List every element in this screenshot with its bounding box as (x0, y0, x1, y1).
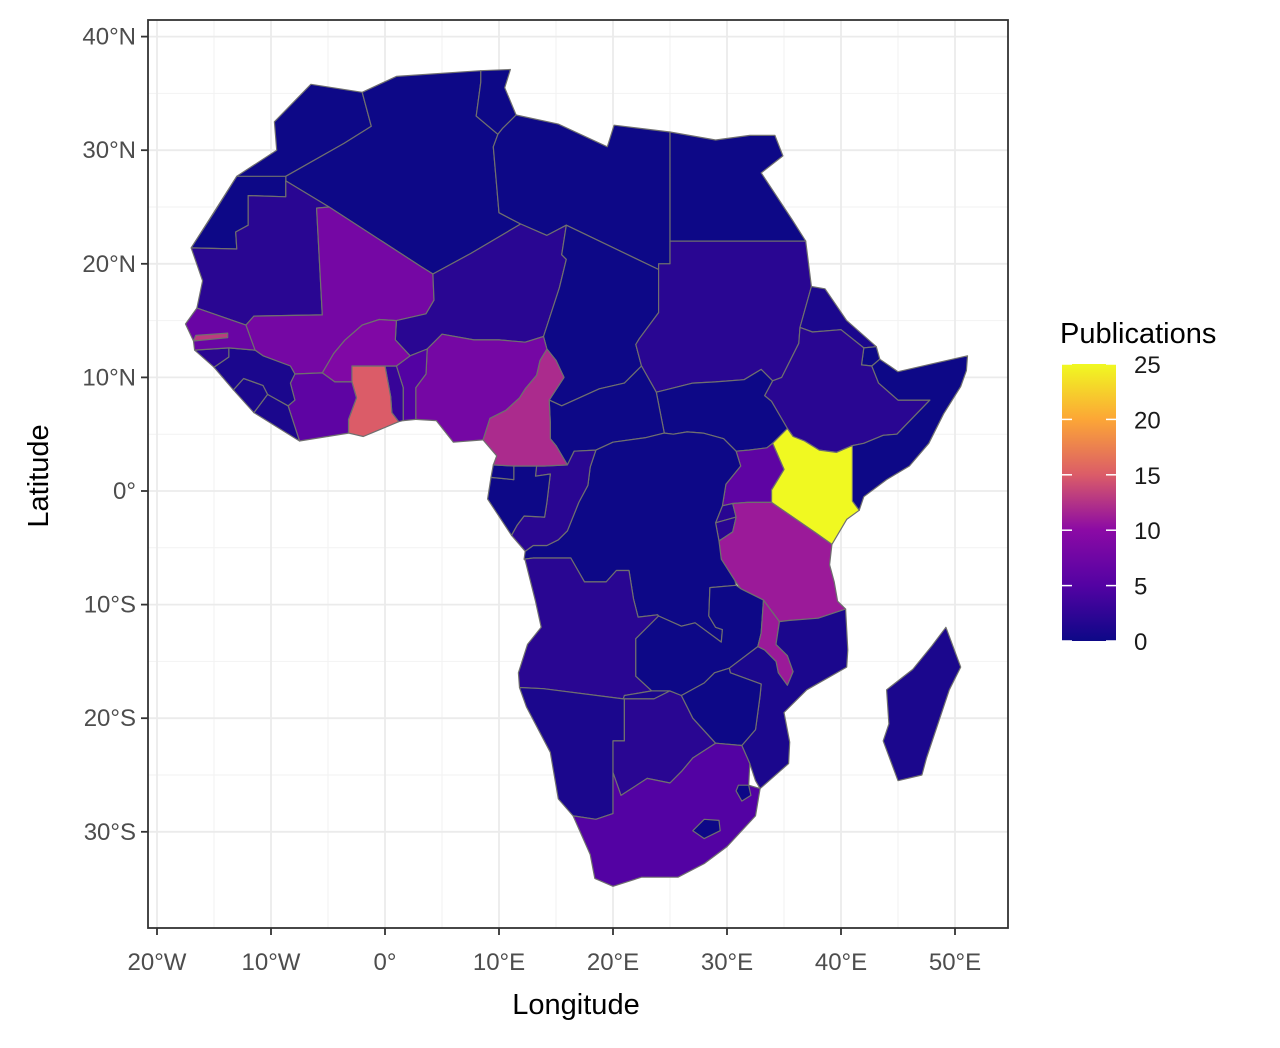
y-tick-label: 20°S (84, 705, 136, 732)
x-tick-label: 10°E (473, 949, 525, 976)
legend-tick-label: 25 (1134, 352, 1161, 379)
country-burkina-faso (321, 318, 411, 383)
legend: Publications 25 20 15 10 5 0 (1060, 318, 1216, 656)
x-tick-label: 50°E (929, 949, 981, 976)
y-axis: 40°N 30°N 20°N 10°N 0° 10°S 20°S 30°S (82, 24, 148, 846)
y-tick-label: 10°N (82, 364, 136, 391)
y-tick-label: 20°N (82, 251, 136, 278)
legend-tick-label: 20 (1134, 407, 1161, 434)
y-tick-label: 0° (113, 478, 136, 505)
y-tick-label: 10°S (84, 592, 136, 619)
country-south-africa (572, 742, 761, 887)
y-tick-label: 40°N (82, 24, 136, 51)
legend-tick-label: 10 (1134, 518, 1161, 545)
x-tick-label: 30°E (701, 949, 753, 976)
country-equatorial-guinea (490, 464, 515, 481)
x-tick-label: 20°W (128, 949, 187, 976)
country-ivory-coast (287, 372, 358, 442)
legend-colorbar (1062, 364, 1116, 641)
legend-tick-label: 15 (1134, 463, 1161, 490)
country-nigeria (415, 333, 548, 443)
countries (184, 68, 969, 887)
legend-tick-label: 5 (1134, 574, 1147, 601)
panel-border (147, 19, 1009, 929)
x-tick-label: 40°E (815, 949, 867, 976)
legend-ticks: 25 20 15 10 5 0 (1062, 352, 1161, 656)
legend-title: Publications (1060, 318, 1216, 350)
y-tick-label: 30°N (82, 137, 136, 164)
x-tick-label: 0° (374, 949, 397, 976)
country-somalia (851, 355, 969, 511)
y-axis-title: Latitude (23, 424, 55, 527)
country-madagascar (882, 626, 962, 782)
country-eswatini (735, 784, 752, 802)
y-tick-label: 30°S (84, 819, 136, 846)
x-tick-label: 20°E (587, 949, 639, 976)
country-lesotho (692, 818, 721, 840)
x-tick-label: 10°W (242, 949, 301, 976)
x-axis: 20°W 10°W 0° 10°E 20°E 30°E 40°E 50°E (128, 928, 981, 976)
x-axis-title: Longitude (512, 989, 639, 1021)
legend-tick-label: 0 (1134, 629, 1147, 656)
country-zimbabwe (680, 667, 762, 747)
country-gambia (192, 332, 229, 342)
